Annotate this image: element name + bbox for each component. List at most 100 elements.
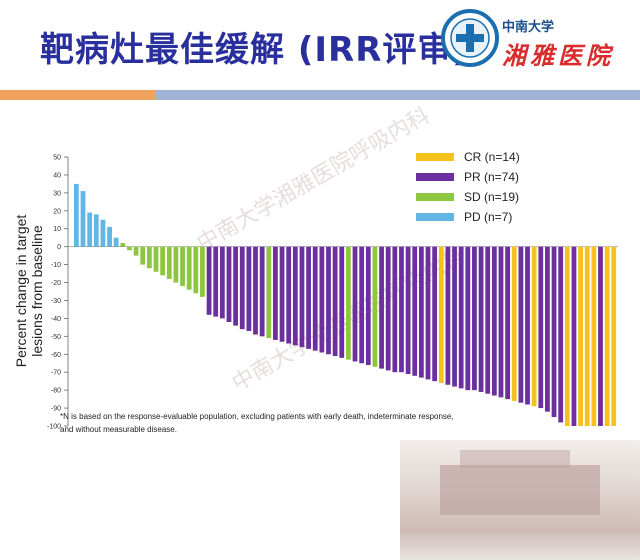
bar-pd bbox=[80, 191, 86, 247]
bar-sd bbox=[372, 246, 378, 367]
bar-pr bbox=[399, 246, 404, 373]
legend-swatch-pd bbox=[416, 213, 454, 221]
bar-sd bbox=[127, 246, 132, 251]
bar-pr bbox=[551, 246, 557, 418]
bar-pd bbox=[100, 219, 106, 247]
bar-sd bbox=[153, 246, 159, 272]
hospital-logo: 中南大学 湘雅医院 bbox=[440, 8, 636, 82]
bar-pr bbox=[379, 246, 384, 369]
bar-pr bbox=[412, 246, 418, 376]
y-tick-label: -70 bbox=[51, 370, 61, 377]
legend-swatch-sd bbox=[416, 193, 454, 201]
bar-pr bbox=[233, 246, 238, 326]
bar-pr bbox=[598, 246, 603, 426]
y-tick-label: -100 bbox=[47, 424, 61, 431]
bar-pr bbox=[545, 246, 550, 412]
y-tick-label: -20 bbox=[51, 280, 61, 287]
bar-pr bbox=[538, 246, 544, 409]
bar-cr bbox=[564, 246, 570, 426]
bar-pr bbox=[558, 246, 564, 423]
bar-pr bbox=[326, 246, 331, 355]
bar-pr bbox=[478, 246, 484, 392]
bar-pd bbox=[93, 214, 99, 247]
bar-pr bbox=[239, 246, 245, 330]
bar-pr bbox=[385, 246, 391, 371]
y-tick-label: 0 bbox=[57, 244, 61, 251]
bar-pr bbox=[306, 246, 311, 349]
bar-pr bbox=[485, 246, 491, 394]
bar-pr bbox=[418, 246, 424, 378]
bar-pr bbox=[491, 246, 497, 396]
bar-pr bbox=[286, 246, 292, 344]
legend-label-pd: PD (n=7) bbox=[464, 210, 513, 224]
bar-pr bbox=[206, 246, 212, 315]
bar-pr bbox=[253, 246, 258, 335]
y-tick-label: -50 bbox=[51, 334, 61, 341]
bar-sd bbox=[180, 246, 185, 287]
bar-pd bbox=[107, 226, 112, 247]
header-band bbox=[155, 90, 640, 100]
bar-pr bbox=[213, 246, 219, 317]
bar-pd bbox=[113, 237, 119, 247]
legend-swatch-pr bbox=[416, 173, 454, 181]
bar-sd bbox=[166, 246, 172, 279]
bar-cr bbox=[578, 246, 583, 426]
hospital-emblem-icon bbox=[441, 9, 499, 67]
bar-pr bbox=[292, 246, 298, 346]
bar-series bbox=[74, 183, 617, 426]
logo-hospital-text: 湘雅医院 bbox=[502, 41, 614, 70]
bar-pr bbox=[505, 246, 510, 400]
bar-sd bbox=[120, 243, 126, 247]
bar-pr bbox=[445, 246, 451, 385]
bar-pr bbox=[458, 246, 464, 389]
bar-pr bbox=[246, 246, 252, 331]
legend-label-sd: SD (n=19) bbox=[464, 190, 520, 204]
bar-cr bbox=[511, 246, 517, 401]
bar-pr bbox=[465, 246, 471, 391]
y-tick-label: 10 bbox=[53, 226, 61, 233]
bar-sd bbox=[140, 246, 146, 265]
bar-cr bbox=[611, 246, 617, 426]
y-tick-label: -80 bbox=[51, 388, 61, 395]
bar-pr bbox=[299, 246, 305, 348]
bar-pd bbox=[87, 212, 93, 247]
bar-cr bbox=[591, 246, 597, 426]
bar-pd bbox=[74, 183, 79, 247]
y-tick-label: 30 bbox=[53, 190, 61, 197]
bar-pr bbox=[498, 246, 504, 398]
bar-pr bbox=[518, 246, 524, 403]
bar-sd bbox=[160, 246, 166, 276]
bar-pr bbox=[219, 246, 225, 319]
bar-pr bbox=[332, 246, 338, 357]
bar-pr bbox=[365, 246, 371, 366]
bar-pr bbox=[525, 246, 530, 405]
y-tick-label: -10 bbox=[51, 262, 61, 269]
bar-pr bbox=[452, 246, 457, 387]
bar-sd bbox=[146, 246, 152, 269]
y-tick-label: 50 bbox=[53, 155, 61, 162]
legend-swatch-cr bbox=[416, 153, 454, 161]
bar-sd bbox=[186, 246, 192, 290]
bar-pr bbox=[425, 246, 431, 380]
bar-sd bbox=[200, 246, 205, 297]
y-axis-label-line2: lesions from baseline bbox=[29, 225, 45, 357]
y-tick-label: -60 bbox=[51, 352, 61, 359]
bar-sd bbox=[266, 246, 272, 339]
legend-label-cr: CR (n=14) bbox=[464, 150, 520, 164]
y-tick-label: -30 bbox=[51, 298, 61, 305]
bar-cr bbox=[531, 246, 537, 407]
bar-pr bbox=[226, 246, 232, 322]
bar-pr bbox=[312, 246, 318, 351]
bar-pr bbox=[259, 246, 265, 337]
y-tick-label: -90 bbox=[51, 406, 61, 413]
bar-pr bbox=[352, 246, 358, 362]
bar-pr bbox=[273, 246, 278, 340]
y-tick-label: 20 bbox=[53, 208, 61, 215]
bar-cr bbox=[438, 246, 444, 383]
bar-cr bbox=[584, 246, 590, 426]
bar-pr bbox=[432, 246, 438, 382]
bar-pr bbox=[472, 246, 477, 391]
bar-pr bbox=[392, 246, 398, 373]
bar-pr bbox=[359, 246, 365, 364]
